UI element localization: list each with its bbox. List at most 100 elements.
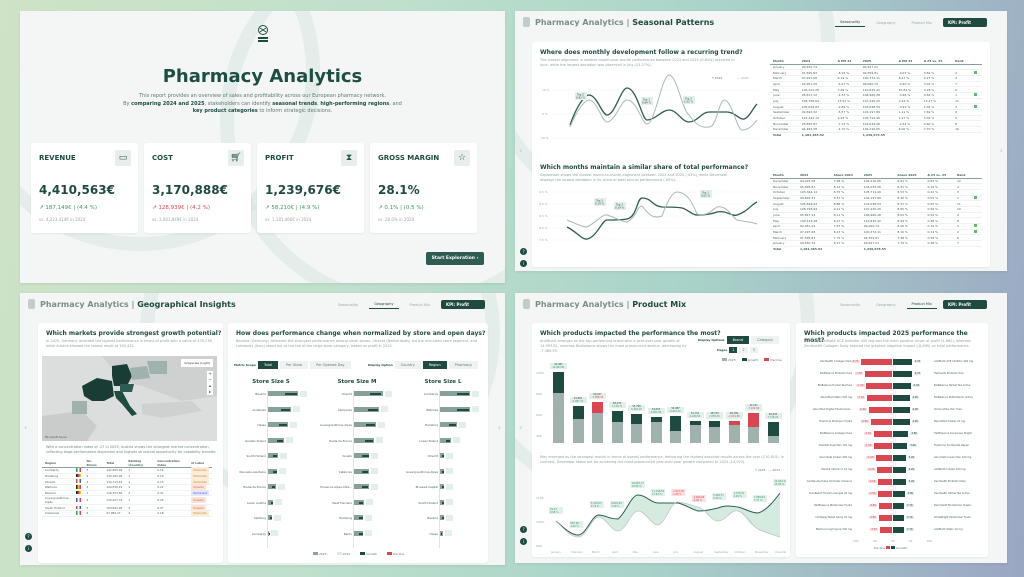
table-row[interactable]: May 100,122.28 8.47 % 110,815.42 8.94 % 0.48 …	[770, 217, 982, 224]
growth-bar[interactable]	[893, 455, 906, 461]
table-row[interactable]: August 105,649.93 -2.89 % 103,048.54 -3.91 %…	[770, 103, 982, 110]
display-region-button[interactable]: Region	[422, 361, 447, 369]
growth-bar[interactable]	[893, 407, 910, 413]
decline-bar[interactable]	[870, 419, 892, 425]
table-row[interactable]: July 108,798.64 13.51 % 107,245.20 0.24 % 13.…	[770, 98, 982, 105]
bar-growth[interactable]	[572, 405, 584, 419]
tab-seasonality[interactable]: Seasonality	[337, 302, 359, 307]
table-row[interactable]: Auvergne-Rhône-Alpes 5 115,457.72 1 0.25 Unev…	[42, 495, 212, 506]
bar-decline[interactable]	[592, 401, 603, 413]
map-zoom-controls[interactable]: + − ▴ ▸	[207, 371, 213, 395]
info-icon[interactable]: i	[25, 545, 32, 552]
bar[interactable]	[268, 530, 270, 536]
info-icon[interactable]: i	[520, 538, 527, 545]
bar-2025[interactable]	[553, 393, 564, 443]
table-row[interactable]: Lombardy 5 142,905.04 1 0.16 Moderate	[42, 467, 212, 474]
bar-decline[interactable]	[728, 421, 740, 426]
bar[interactable]	[354, 468, 369, 474]
table-row[interactable]: September 99,692.32 -5.57 % 104,197.89 1.11 …	[770, 109, 982, 116]
bar[interactable]	[268, 484, 276, 489]
bar[interactable]	[268, 515, 273, 520]
growth-bar[interactable]	[893, 503, 904, 509]
bar[interactable]	[440, 391, 471, 396]
table-row[interactable]: Wallonia 4 120,550.15 1 0.22 Uneven	[42, 484, 212, 491]
bar[interactable]	[268, 499, 274, 505]
bar-2025[interactable]	[631, 423, 642, 443]
decline-bar[interactable]	[874, 443, 892, 449]
bar-2025[interactable]	[572, 418, 584, 443]
table-row[interactable]: February 91,595.83 -8.15 % 92,559.81 -4.03 %…	[770, 69, 982, 76]
kpi-selector[interactable]: KPI: Profit	[441, 300, 485, 309]
growth-bar[interactable]	[893, 383, 911, 389]
table-row[interactable]: Campania 6 97,084.27 2 0.18 Moderate	[42, 510, 212, 517]
bar-2025[interactable]	[689, 424, 701, 443]
info-icon[interactable]: i	[520, 260, 527, 267]
help-icon[interactable]: ?	[25, 533, 32, 540]
decline-bar[interactable]	[866, 383, 892, 389]
bar[interactable]	[440, 406, 471, 412]
start-exploration-button[interactable]: Start Exploration ›	[426, 252, 484, 265]
bar-2025[interactable]	[592, 412, 603, 443]
growth-bar[interactable]	[893, 479, 906, 485]
bar[interactable]	[354, 406, 379, 412]
next-arrow-icon[interactable]: ›	[999, 146, 1003, 155]
bar-growth[interactable]	[611, 410, 623, 423]
bar[interactable]	[268, 406, 292, 412]
bar[interactable]	[440, 484, 444, 489]
bar[interactable]	[354, 391, 383, 396]
growth-bar[interactable]	[893, 467, 906, 473]
bar[interactable]	[354, 437, 374, 443]
metric-per-store-button[interactable]: Per Store	[280, 361, 309, 369]
bar-2025[interactable]	[670, 430, 681, 443]
bar-growth[interactable]	[553, 371, 564, 394]
table-row[interactable]: June 95,817.12 8.11 % 106,960.28 8.63 % 0.52 …	[770, 212, 982, 219]
bar-2025[interactable]	[650, 422, 662, 443]
table-row[interactable]: September 99,692.32 8.37 % 104,197.89 8.40 %…	[770, 195, 982, 202]
decline-bar[interactable]	[877, 467, 892, 473]
table-row[interactable]: March 97,297.08 8.23 % 100,374.11 8.10 % 0.14…	[770, 229, 982, 236]
bar[interactable]	[268, 453, 278, 458]
tab-geography[interactable]: Geography	[876, 20, 896, 25]
page-3-button[interactable]: 3	[749, 347, 758, 353]
page-2-button[interactable]: 2	[739, 347, 748, 353]
table-row[interactable]: November 95,895.87 -7.14 % 103,034.26 -2.54 …	[770, 120, 982, 128]
bar-growth[interactable]	[650, 417, 662, 423]
tab-geography[interactable]: Geography	[876, 302, 896, 307]
bar-growth[interactable]	[670, 415, 681, 431]
page-1-button[interactable]: 1	[729, 347, 738, 353]
growth-bar[interactable]	[893, 491, 905, 497]
tab-product-mix[interactable]: Product Mix	[911, 20, 932, 25]
decline-bar[interactable]	[861, 359, 892, 365]
table-row[interactable]: November 95,895.87 8.12 % 103,034.26 8.31 % 0…	[770, 183, 982, 190]
category-button[interactable]: Category	[751, 336, 779, 344]
growth-bar[interactable]	[893, 515, 904, 521]
table-row[interactable]: August 105,649.93 8.86 % 103,048.54 8.31 % 0.…	[770, 200, 982, 207]
growth-bar[interactable]	[893, 527, 904, 533]
bar[interactable]	[440, 422, 457, 427]
table-row[interactable]: May 100,122.28 7.69 % 110,815.42 10.84 % 3.28…	[770, 86, 982, 93]
decline-bar[interactable]	[879, 527, 892, 533]
tab-seasonality[interactable]: Seasonality	[834, 18, 866, 27]
bar[interactable]	[440, 468, 444, 474]
table-row[interactable]: South Holland 5 103,891.95 2 0.27 Uneven	[42, 504, 212, 512]
bar-growth[interactable]	[767, 421, 779, 436]
table-row[interactable]: March 97,297.08 6.19 % 100,374.11 8.47 % 2.27…	[770, 75, 982, 82]
table-row[interactable]: Bavaria 7 116,353.82 2 0.31 Dominant	[42, 490, 212, 497]
table-row[interactable]: February 91,595.83 7.75 % 92,559.81 7.48 % 0.…	[770, 234, 982, 242]
bar[interactable]	[354, 515, 363, 520]
tab-seasonality[interactable]: Seasonality	[839, 302, 861, 307]
bar-growth[interactable]	[689, 420, 701, 425]
bar[interactable]	[268, 468, 277, 474]
bar[interactable]	[354, 530, 363, 536]
display-country-button[interactable]: Country	[394, 361, 421, 369]
bar-2025[interactable]	[709, 426, 720, 443]
table-row[interactable]: July 108,798.64 9.21 % 107,245.20 8.65 % 0.56…	[770, 206, 982, 213]
bar[interactable]	[268, 437, 284, 443]
bar-2025[interactable]	[748, 427, 759, 443]
next-arrow-icon[interactable]: ›	[497, 423, 501, 432]
kpi-selector[interactable]: KPI: Profit	[943, 300, 987, 309]
bar[interactable]	[440, 499, 444, 505]
europe-map[interactable]: Grayscale (Light) Microsoft Azure + − ▴ ▸	[42, 356, 217, 441]
bar[interactable]	[268, 422, 288, 427]
growth-bar[interactable]	[893, 395, 910, 401]
